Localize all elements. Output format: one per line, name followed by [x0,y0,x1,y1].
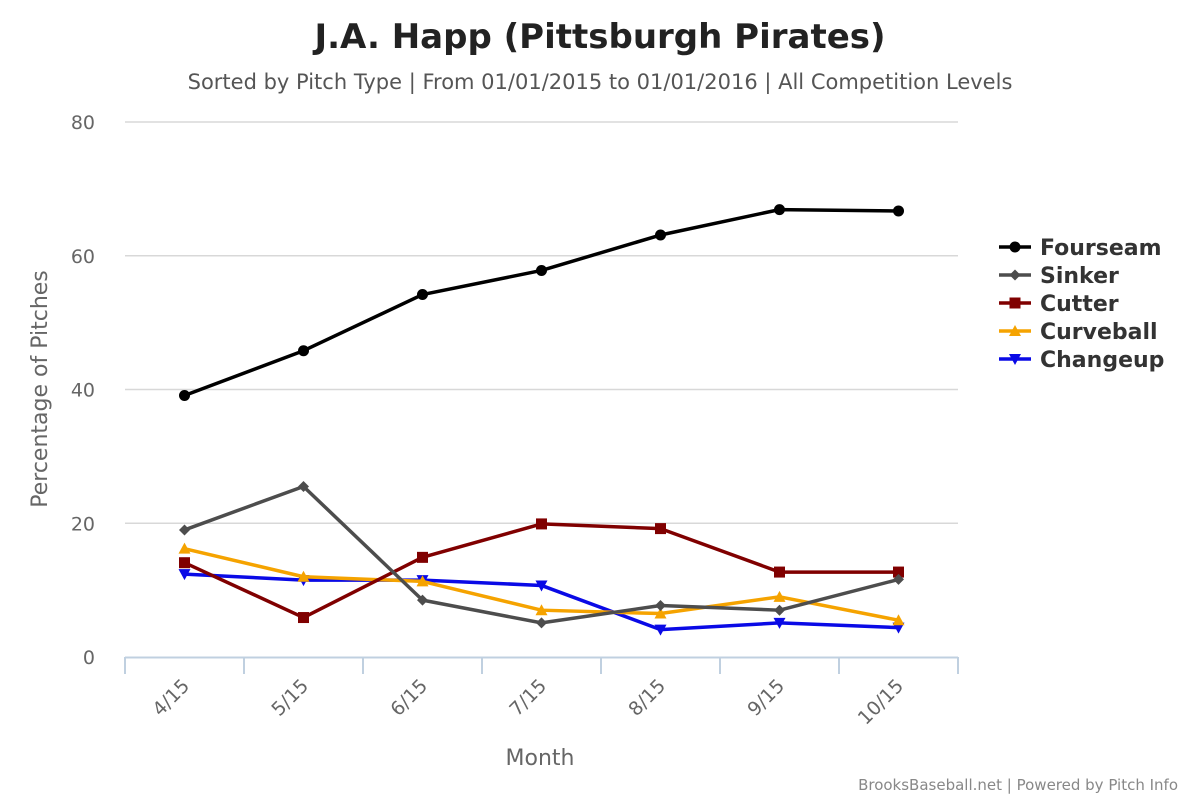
data-point [179,524,190,536]
legend-item-sinker[interactable]: Sinker [999,264,1119,289]
y-tick-label: 80 [71,112,95,134]
data-point [179,557,190,569]
y-axis-title: Percentage of Pitches [28,270,53,508]
data-point [893,205,904,217]
grid-lines [125,121,958,524]
y-tick-label: 0 [83,647,95,669]
x-axis-title: Month [506,746,575,771]
data-point [416,575,429,587]
data-point [893,566,904,578]
data-point [773,617,786,629]
legend-marker [1009,325,1021,336]
legend-label: Changeup [1040,348,1164,373]
chart-subtitle: Sorted by Pitch Type | From 01/01/2015 t… [188,70,1013,95]
legend-item-curveball[interactable]: Curveball [999,320,1158,345]
data-point [774,566,785,578]
data-point [654,607,667,619]
series-line [182,522,901,620]
data-point [535,580,548,592]
data-point [774,204,785,216]
series-line [182,484,901,625]
y-tick-label: 40 [71,380,95,402]
x-tick-label: 4/15 [148,675,194,721]
legend-item-cutter[interactable]: Cutter [999,292,1119,317]
data-point [535,604,548,616]
x-tick-label: 7/15 [505,675,551,721]
data-point [417,551,428,563]
series-fourseam [179,204,904,402]
series-sinker [179,480,904,629]
data-point [298,480,309,492]
x-tick-label: 6/15 [386,675,432,721]
data-point [178,569,191,581]
y-tick-label: 60 [71,246,95,268]
data-point [536,518,547,530]
x-tick-label: 5/15 [267,675,313,721]
legend-item-changeup[interactable]: Changeup [999,348,1164,373]
legend-label: Curveball [1040,320,1158,345]
data-point [655,229,666,241]
data-point [654,624,667,636]
legend-item-fourseam[interactable]: Fourseam [999,236,1162,261]
series-group [178,204,905,636]
data-point [297,570,310,582]
data-point [893,573,904,585]
data-point [655,523,666,535]
chart-title: J.A. Happ (Pittsburgh Pirates) [312,17,885,57]
data-point [892,622,905,634]
data-point [298,612,309,624]
data-point [298,345,309,357]
series-line [182,207,901,398]
legend-label: Sinker [1040,264,1119,289]
data-point [655,600,666,612]
data-point [178,542,191,554]
data-point [774,604,785,616]
y-tick-label: 20 [71,513,95,535]
data-point [536,264,547,276]
data-point [417,594,428,606]
x-tick-label: 9/15 [743,675,789,721]
data-point [773,590,786,602]
legend-marker [1009,241,1021,253]
x-tick-label: 10/15 [854,675,908,729]
legend: Fourseam Sinker Cutter Curveball Changeup [999,236,1164,373]
x-tick-label: 8/15 [624,675,670,721]
series-cutter [179,518,904,624]
series-curveball [178,542,905,626]
x-axis [124,656,959,674]
credits[interactable]: BrooksBaseball.net | Powered by Pitch In… [858,776,1178,794]
data-point [179,390,190,402]
legend-marker [1009,269,1021,281]
data-point [892,614,905,626]
x-axis-tick-labels: 4/15 5/15 6/15 7/15 8/15 9/15 10/15 [148,675,908,729]
y-axis: 0 20 40 60 80 [71,112,95,669]
legend-label: Fourseam [1040,236,1162,261]
data-point [536,617,547,629]
legend-label: Cutter [1040,292,1119,317]
legend-marker [1009,354,1021,365]
data-point [417,289,428,301]
legend-marker [1009,297,1021,309]
